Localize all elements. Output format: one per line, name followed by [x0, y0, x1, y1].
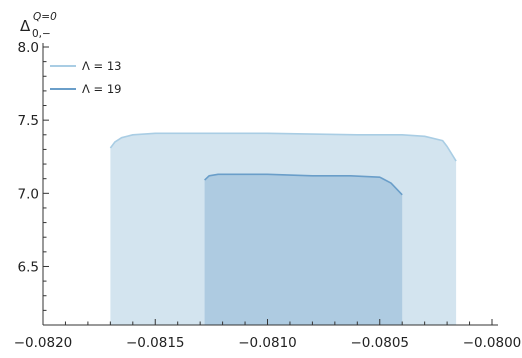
ylabel-subscript: 0,− [32, 28, 51, 40]
axes: −0.0820 −0.0815 −0.0810 −0.0805 −0.0800 6.5 7.… [14, 40, 522, 351]
legend-label-1: Λ = 19 [82, 82, 121, 96]
x-tick-label: −0.0815 [126, 335, 185, 351]
series-fill-1 [204, 174, 403, 325]
legend-label-0: Λ = 13 [82, 59, 121, 73]
series-lines [109, 132, 457, 196]
ylabel-base: Δ [20, 17, 31, 35]
x-tick-label: −0.0810 [238, 335, 297, 351]
y-tick-label: 7.5 [18, 113, 39, 129]
x-tick-label: −0.0800 [463, 335, 522, 351]
x-tick-label: −0.0820 [14, 335, 73, 351]
y-tick-label: 6.5 [18, 259, 39, 275]
x-tick-label: −0.0805 [350, 335, 409, 351]
ylabel-superscript: Q=0 [33, 11, 57, 23]
y-tick-label: 8.0 [18, 40, 39, 56]
series-fills [110, 133, 457, 325]
y-axis-label: Δ Q=0 0,− [20, 11, 57, 40]
series-line-1 [204, 173, 403, 196]
legend: Λ = 13 Λ = 19 [50, 59, 121, 96]
series-line-0 [109, 132, 457, 162]
y-tick-label: 7.0 [18, 186, 39, 202]
